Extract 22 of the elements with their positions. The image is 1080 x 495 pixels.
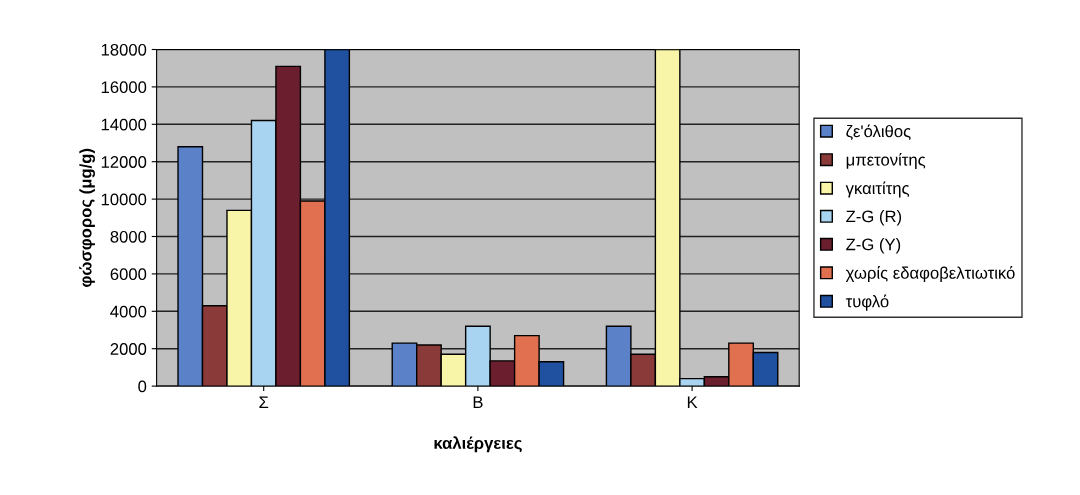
legend-label: Z-G (R) [846,210,902,226]
y-tick-label: 2000 [110,343,147,355]
x-tick-label: Κ [687,396,698,408]
x-tick-label: Σ [259,396,269,408]
y-tick-label: 16000 [101,81,147,94]
y-tick-label: 12000 [101,156,147,168]
legend-label: Z-G (Y) [846,238,901,254]
legend-label: χωρίς εδαφοβελτιωτικό [845,266,1015,283]
y-tick-label: 8000 [110,230,147,243]
legend-label: ζε'όλιθος [846,124,911,140]
x-tick-label: Β [473,396,483,408]
legend-label: γκαιτίτης [845,181,910,198]
legend-label: μπετονίτης [846,153,926,170]
y-axis-title: φώσφορος (μg/g) [79,148,95,287]
y-tick-label: 6000 [110,268,147,281]
legend-label: τυφλό [845,294,889,311]
y-tick-label: 18000 [101,43,147,56]
y-tick-label: 10000 [101,193,147,206]
y-tick-label: 0 [138,380,147,393]
y-tick-label: 4000 [110,305,147,318]
y-tick-label: 14000 [101,118,147,131]
x-axis-title: καλιέργειες [434,436,522,453]
